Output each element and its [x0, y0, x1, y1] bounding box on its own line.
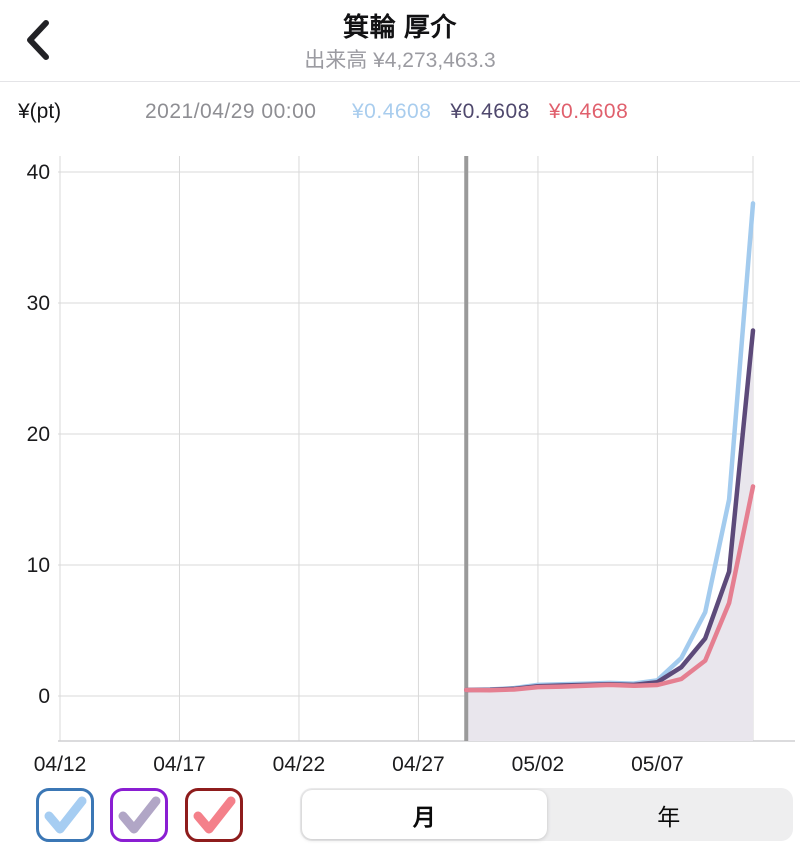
x-tick-label-04/12: 04/12: [34, 753, 87, 776]
checkmark-icon: [44, 796, 87, 834]
series-line-pink: [463, 484, 756, 693]
bottom-controls: 月年: [0, 788, 800, 844]
segment-month[interactable]: 月: [302, 790, 547, 839]
series-value-blue: ¥0.4608: [352, 100, 432, 123]
y-tick-label-20: 20: [27, 423, 50, 446]
x-tick-label-04/17: 04/17: [153, 753, 206, 776]
price-chart[interactable]: 0 10 20 30 40 04/12 04/17 04/22 04/27 05/02 05/07: [0, 140, 800, 785]
price-chart-svg: 0 10 20 30 40 04/12 04/17 04/22 04/27 05/02 05/07: [27, 156, 795, 776]
crosshair-info-row: ¥(pt) 2021/04/29 00:00 ¥0.4608 ¥0.4608 ¥0.…: [0, 98, 800, 132]
chevron-left-icon: [27, 20, 49, 60]
crosshair-timestamp: 2021/04/29 00:00: [145, 100, 317, 123]
y-tick-label-30: 30: [27, 292, 50, 315]
y-tick-label-0: 0: [38, 685, 50, 708]
period-segmented-control: 月年: [300, 788, 793, 841]
volume-subtitle: 出来高 ¥4,273,463.3: [304, 49, 496, 72]
series-checkbox-purple[interactable]: [110, 788, 168, 842]
header: 箕輪 厚介 出来高 ¥4,273,463.3: [0, 0, 800, 82]
y-tick-label-10: 10: [27, 554, 50, 577]
series-checkbox-blue[interactable]: [36, 788, 94, 842]
checkmark-icon: [193, 796, 236, 834]
segment-year[interactable]: 年: [657, 803, 681, 830]
page-title: 箕輪 厚介: [343, 12, 457, 42]
series-value-pink: ¥0.4608: [548, 100, 629, 123]
x-tick-label-05/02: 05/02: [512, 753, 565, 776]
series-checkbox-pink[interactable]: [185, 788, 243, 842]
x-tick-label-04/22: 04/22: [273, 753, 326, 776]
series-values: ¥0.4608 ¥0.4608 ¥0.4608: [352, 100, 647, 124]
x-tick-label-05/07: 05/07: [631, 753, 684, 776]
x-tick-label-04/27: 04/27: [392, 753, 445, 776]
unit-label: ¥(pt): [18, 100, 62, 123]
area-fill: [466, 330, 753, 741]
checkmark-icon: [118, 796, 161, 834]
back-button[interactable]: [16, 14, 60, 66]
series-value-purple: ¥0.4608: [450, 100, 530, 123]
y-tick-label-40: 40: [27, 161, 50, 184]
series-line-blue: [463, 201, 756, 693]
